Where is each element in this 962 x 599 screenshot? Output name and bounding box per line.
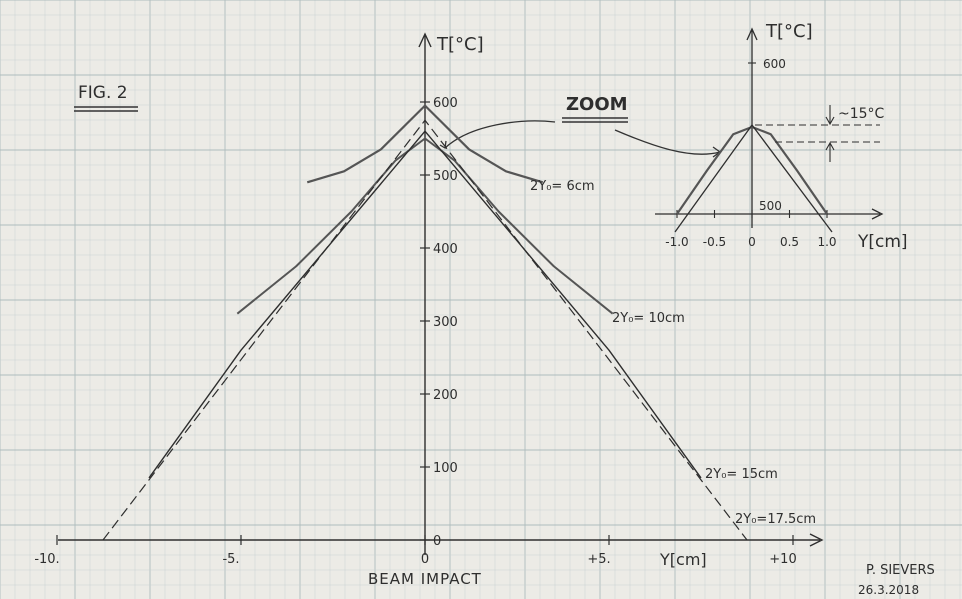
zoom-tangent-right xyxy=(751,124,833,233)
zoom-series-curve xyxy=(676,125,828,215)
y-tick-label: 100 xyxy=(433,461,458,476)
zoom-arrow-left-head xyxy=(439,140,447,150)
author-signature: P. SIEVERS xyxy=(866,563,935,578)
x-tick-label: 0 xyxy=(421,552,429,567)
zoom-x-axis-label: Y[cm] xyxy=(857,232,908,252)
x-tick-label: +10 xyxy=(769,552,796,567)
delta-arrow-bottom-head xyxy=(825,141,835,151)
y-axis-label: T[°C] xyxy=(436,34,484,55)
zoom-y-tick-label: 600 xyxy=(763,57,786,71)
figure-label: FIG. 2 xyxy=(78,83,128,103)
beam-impact-label: BEAM IMPACT xyxy=(368,570,482,588)
y-tick-label: 300 xyxy=(433,315,458,330)
zoom-arrow-right xyxy=(614,129,721,155)
y-tick-label: 200 xyxy=(433,388,458,403)
x-tick-label: -10. xyxy=(34,552,59,567)
series-label-1: 2Y₀= 6cm xyxy=(530,179,595,194)
delta-arrow-top-head xyxy=(825,116,835,126)
series-line-3 xyxy=(148,130,702,479)
zoom-x-tick-label: -1.0 xyxy=(665,235,688,249)
series-line-2 xyxy=(236,137,614,315)
series-line-1 xyxy=(306,104,544,184)
x-axis-label: Y[cm] xyxy=(659,550,707,569)
x-axis-arrowhead xyxy=(809,533,824,547)
y-tick-label: 600 xyxy=(433,96,458,111)
zoom-x-tick-label: 0.5 xyxy=(780,235,799,249)
series-line-4 xyxy=(102,119,748,541)
zoom-x-tick-label: 1.0 xyxy=(817,235,836,249)
series-label-2: 2Y₀= 10cm xyxy=(612,311,685,326)
zoom-x-tick-label: -0.5 xyxy=(703,235,726,249)
x-tick-label: +5. xyxy=(587,552,610,567)
zoom-chart: -1.0 -0.5 0 0.5 1.0 500 600 T[°C] Y[cm] ~15°C xyxy=(655,21,908,252)
y-tick-label: 500 xyxy=(433,169,458,184)
zoom-arrow-left xyxy=(444,120,556,149)
drawing-date: 26.3.2018 xyxy=(858,583,919,597)
zoom-y-axis-label: T[°C] xyxy=(765,21,813,42)
series-label-4: 2Y₀=17.5cm xyxy=(735,512,816,527)
delta-temperature-annotation: ~15°C xyxy=(838,106,885,122)
y-axis-arrowhead xyxy=(418,32,432,48)
zoom-y-axis-arrowhead xyxy=(746,27,758,41)
y-tick-label: 400 xyxy=(433,242,458,257)
y-tick-label: 0 xyxy=(433,534,441,549)
zoom-x-axis-arrowhead xyxy=(871,208,884,220)
zoom-label: ZOOM xyxy=(566,94,628,115)
zoom-x-tick-label: 0 xyxy=(748,235,756,249)
zoom-y-tick-label: 500 xyxy=(759,199,782,213)
main-chart: -10. -5. 0 +5. +10 0 100 200 300 400 500 600 T[°C] Y[… xyxy=(34,32,824,569)
x-tick-label: -5. xyxy=(222,552,239,567)
series-label-3: 2Y₀= 15cm xyxy=(705,467,778,482)
zoom-tangent-left xyxy=(674,124,753,233)
